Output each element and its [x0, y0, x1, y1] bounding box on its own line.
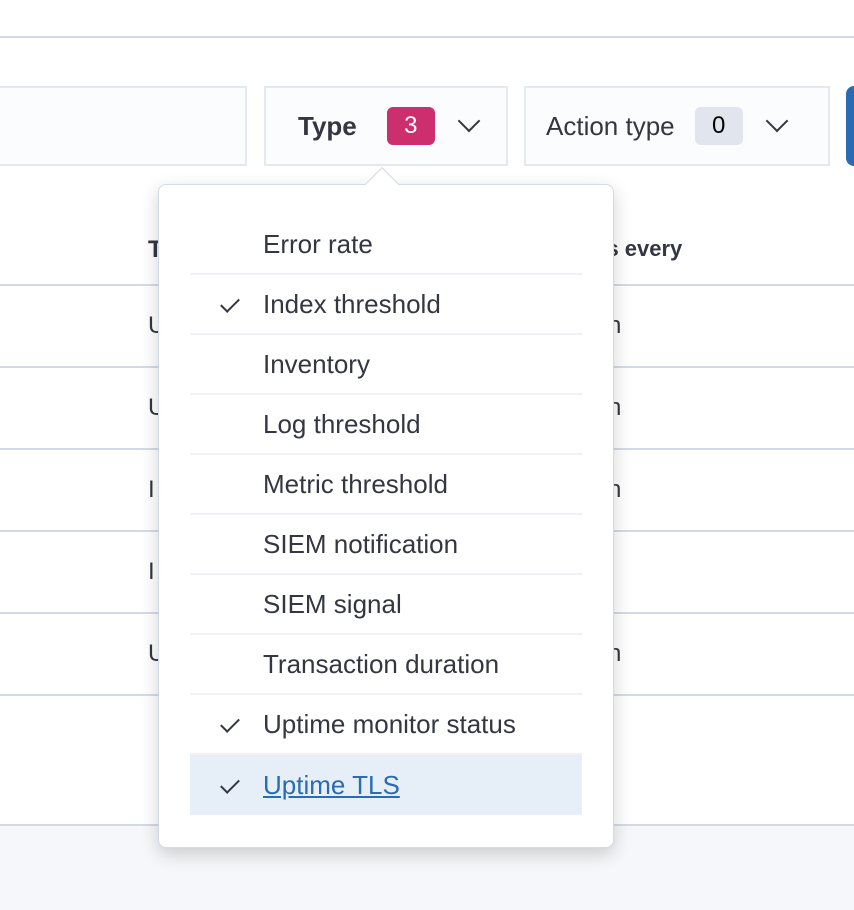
option-label: Metric threshold [263, 468, 448, 499]
type-filter-popover: Error rate Index threshold Inventory Log… [158, 184, 614, 848]
type-option-uptime-tls[interactable]: Uptime TLS [190, 755, 582, 815]
search-input[interactable] [0, 86, 247, 166]
chevron-down-icon [457, 109, 481, 133]
type-option-siem-signal[interactable]: SIEM signal [190, 575, 582, 635]
header-divider [0, 36, 854, 38]
check-icon [221, 694, 263, 754]
type-option-error-rate[interactable]: Error rate [190, 215, 582, 275]
check-icon [221, 334, 263, 394]
action-type-filter-button[interactable]: Action type 0 [524, 86, 830, 166]
check-icon [221, 394, 263, 454]
check-icon [221, 274, 263, 334]
type-filter-label: Type [298, 110, 357, 141]
table-row-type: I [148, 558, 155, 585]
option-label: Transaction duration [263, 648, 500, 679]
type-option-metric-threshold[interactable]: Metric threshold [190, 455, 582, 515]
type-filter-button[interactable]: Type 3 [264, 86, 508, 166]
table-row-type: I [148, 476, 155, 503]
check-icon [221, 454, 263, 514]
check-icon [221, 634, 263, 694]
type-options-list: Error rate Index threshold Inventory Log… [190, 215, 582, 815]
check-icon [221, 574, 263, 634]
type-option-uptime-monitor-status[interactable]: Uptime monitor status [190, 695, 582, 755]
option-label: Uptime TLS [263, 769, 400, 800]
option-label: Log threshold [263, 408, 421, 439]
type-count-badge: 3 [386, 107, 435, 145]
check-icon [221, 514, 263, 574]
create-button[interactable] [846, 86, 854, 166]
chevron-down-icon [765, 109, 788, 133]
option-label: Error rate [263, 228, 373, 259]
action-type-filter-label: Action type [546, 110, 675, 141]
type-option-siem-notification[interactable]: SIEM notification [190, 515, 582, 575]
type-option-transaction-duration[interactable]: Transaction duration [190, 635, 582, 695]
type-option-inventory[interactable]: Inventory [190, 335, 582, 395]
option-label: Inventory [263, 348, 370, 379]
option-label: Uptime monitor status [263, 708, 516, 739]
type-option-log-threshold[interactable]: Log threshold [190, 395, 582, 455]
action-type-count-badge: 0 [694, 107, 743, 145]
type-option-index-threshold[interactable]: Index threshold [190, 275, 582, 335]
check-icon [221, 755, 263, 815]
option-label: SIEM signal [263, 588, 402, 619]
option-label: Index threshold [263, 288, 441, 319]
check-icon [221, 214, 263, 274]
option-label: SIEM notification [263, 528, 459, 559]
